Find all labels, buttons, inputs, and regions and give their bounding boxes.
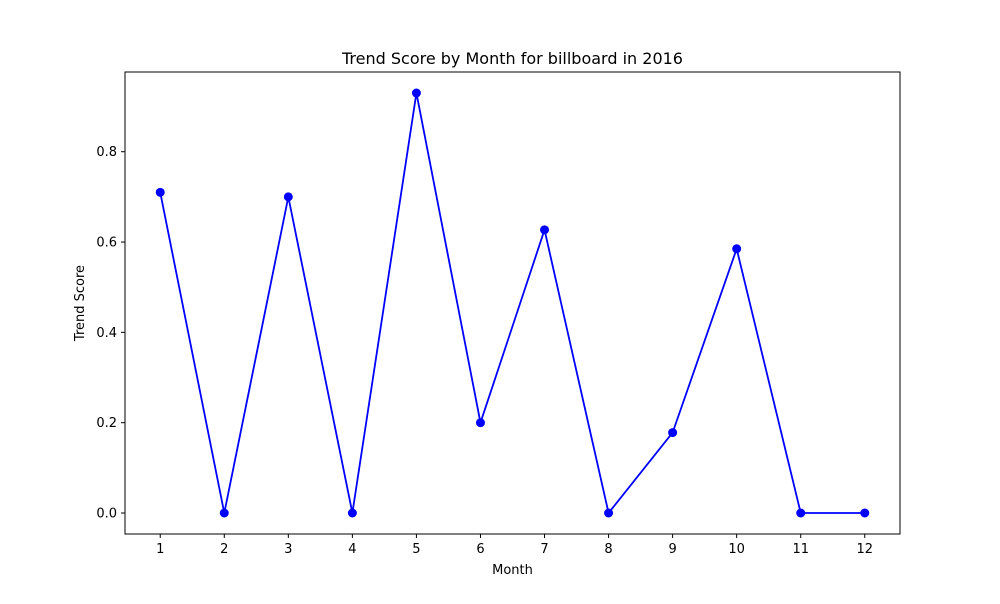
data-point (860, 508, 870, 518)
data-point (219, 508, 229, 518)
x-tick-label: 4 (348, 542, 356, 557)
x-tick-label: 3 (284, 542, 292, 557)
x-tick-label: 1 (156, 542, 164, 557)
data-point (732, 244, 742, 254)
y-tick-label: 0.8 (96, 145, 117, 160)
x-tick-label: 6 (476, 542, 484, 557)
y-axis-label: Trend Score (73, 265, 88, 342)
y-tick-label: 0.4 (96, 326, 117, 341)
x-tick-label: 2 (220, 542, 228, 557)
chart-title: Trend Score by Month for billboard in 20… (341, 49, 683, 68)
x-tick-label: 5 (412, 542, 420, 557)
x-axis-label: Month (492, 563, 533, 578)
x-tick-label: 11 (792, 542, 809, 557)
x-tick-label: 12 (856, 542, 873, 557)
series-line (159, 92, 865, 514)
data-point (411, 88, 421, 98)
x-tick-label: 10 (728, 542, 745, 557)
plot-frame (124, 71, 901, 535)
y-tick-label: 0.0 (96, 507, 117, 522)
x-axis-ticks: 1 2 3 4 5 6 7 8 9 10 11 12 (156, 534, 873, 557)
y-tick-label: 0.2 (96, 416, 117, 431)
y-tick-label: 0.6 (96, 236, 117, 251)
y-axis-ticks: 0.0 0.2 0.4 0.6 0.8 (96, 145, 125, 522)
data-point (540, 225, 550, 235)
data-point (604, 508, 614, 518)
data-point (347, 508, 357, 518)
x-tick-label: 8 (604, 542, 612, 557)
data-point (155, 187, 165, 197)
x-tick-label: 7 (540, 542, 548, 557)
series-layer (155, 88, 870, 518)
data-point (283, 192, 293, 202)
data-point (796, 508, 806, 518)
data-point (475, 418, 485, 428)
x-tick-label: 9 (668, 542, 676, 557)
data-point (668, 428, 678, 438)
